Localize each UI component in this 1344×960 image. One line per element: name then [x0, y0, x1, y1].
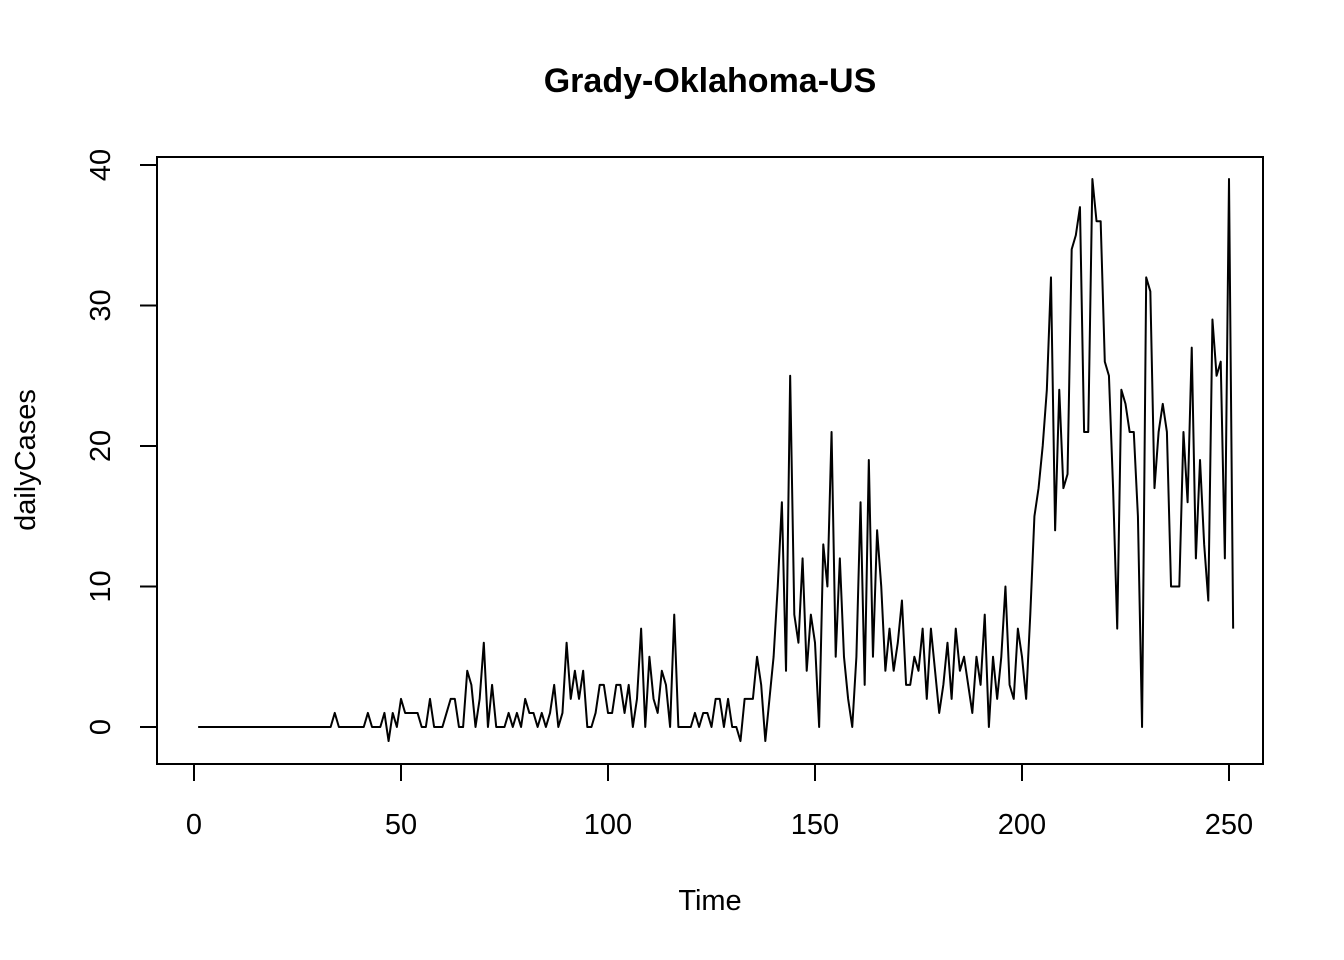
chart-title: Grady-Oklahoma-US [544, 62, 877, 100]
series-line [198, 178, 1235, 743]
y-axis: 0 10 20 30 40 [85, 149, 158, 735]
x-tick-label: 100 [584, 809, 632, 841]
x-tick-label: 50 [385, 809, 417, 841]
y-tick-label: 0 [85, 719, 117, 735]
x-tick-label: 250 [1205, 809, 1253, 841]
x-tick-label: 0 [186, 809, 202, 841]
y-tick-label: 10 [85, 570, 117, 602]
plot-area-frame [156, 156, 1264, 765]
x-axis-label: Time [678, 885, 741, 917]
x-axis: 0 50 100 150 200 250 [186, 763, 1253, 841]
y-tick-label: 40 [85, 149, 117, 181]
y-tick-label: 30 [85, 289, 117, 321]
y-axis-label: dailyCases [10, 389, 42, 531]
y-tick-label: 20 [85, 430, 117, 462]
x-tick-label: 150 [791, 809, 839, 841]
x-tick-label: 200 [998, 809, 1046, 841]
